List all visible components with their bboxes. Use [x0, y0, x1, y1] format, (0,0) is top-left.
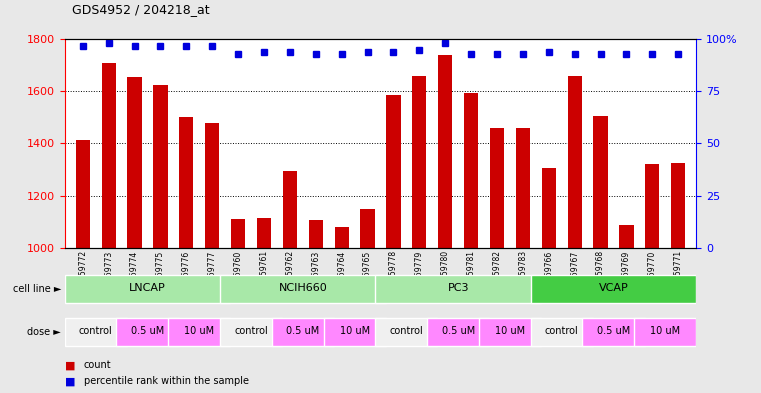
Bar: [257, 218, 271, 248]
Text: VCAP: VCAP: [599, 283, 629, 293]
Text: control: control: [545, 327, 578, 336]
Text: cell line ►: cell line ►: [12, 284, 61, 294]
Bar: [309, 220, 323, 248]
Bar: [375, 318, 438, 346]
Bar: [220, 275, 386, 303]
Text: count: count: [84, 360, 111, 371]
Bar: [116, 318, 179, 346]
Bar: [671, 163, 686, 248]
Text: 0.5 uM: 0.5 uM: [441, 327, 475, 336]
Bar: [387, 95, 400, 248]
Text: 0.5 uM: 0.5 uM: [131, 327, 164, 336]
Text: ■: ■: [65, 376, 75, 386]
Text: 10 uM: 10 uM: [184, 327, 215, 336]
Bar: [205, 123, 219, 248]
Text: GDS4952 / 204218_at: GDS4952 / 204218_at: [72, 3, 210, 16]
Text: control: control: [79, 327, 113, 336]
Bar: [619, 226, 634, 248]
Bar: [65, 275, 231, 303]
Bar: [530, 275, 696, 303]
Bar: [127, 77, 142, 248]
Bar: [568, 76, 581, 248]
Bar: [464, 93, 478, 248]
Bar: [323, 318, 386, 346]
Bar: [516, 128, 530, 248]
Text: LNCAP: LNCAP: [129, 283, 166, 293]
Bar: [582, 318, 645, 346]
Text: percentile rank within the sample: percentile rank within the sample: [84, 376, 249, 386]
Bar: [75, 140, 90, 248]
Bar: [101, 63, 116, 248]
Bar: [231, 219, 245, 248]
Text: control: control: [234, 327, 268, 336]
Bar: [168, 318, 231, 346]
Text: 0.5 uM: 0.5 uM: [286, 327, 320, 336]
Text: dose ►: dose ►: [27, 327, 61, 337]
Bar: [335, 227, 349, 248]
Bar: [272, 318, 334, 346]
Bar: [645, 164, 660, 248]
Bar: [180, 118, 193, 248]
Bar: [479, 318, 541, 346]
Text: 0.5 uM: 0.5 uM: [597, 327, 630, 336]
Bar: [154, 85, 167, 248]
Bar: [530, 318, 593, 346]
Bar: [490, 128, 504, 248]
Text: PC3: PC3: [447, 283, 469, 293]
Text: 10 uM: 10 uM: [495, 327, 525, 336]
Text: 10 uM: 10 uM: [650, 327, 680, 336]
Bar: [283, 171, 297, 248]
Text: 10 uM: 10 uM: [339, 327, 370, 336]
Bar: [65, 318, 127, 346]
Bar: [634, 318, 696, 346]
Bar: [412, 76, 426, 248]
Bar: [594, 116, 607, 248]
Bar: [542, 168, 556, 248]
Bar: [438, 55, 452, 248]
Text: NCIH660: NCIH660: [279, 283, 327, 293]
Bar: [427, 318, 489, 346]
Bar: [361, 209, 374, 248]
Text: control: control: [390, 327, 423, 336]
Text: ■: ■: [65, 360, 75, 371]
Bar: [220, 318, 282, 346]
Bar: [375, 275, 541, 303]
